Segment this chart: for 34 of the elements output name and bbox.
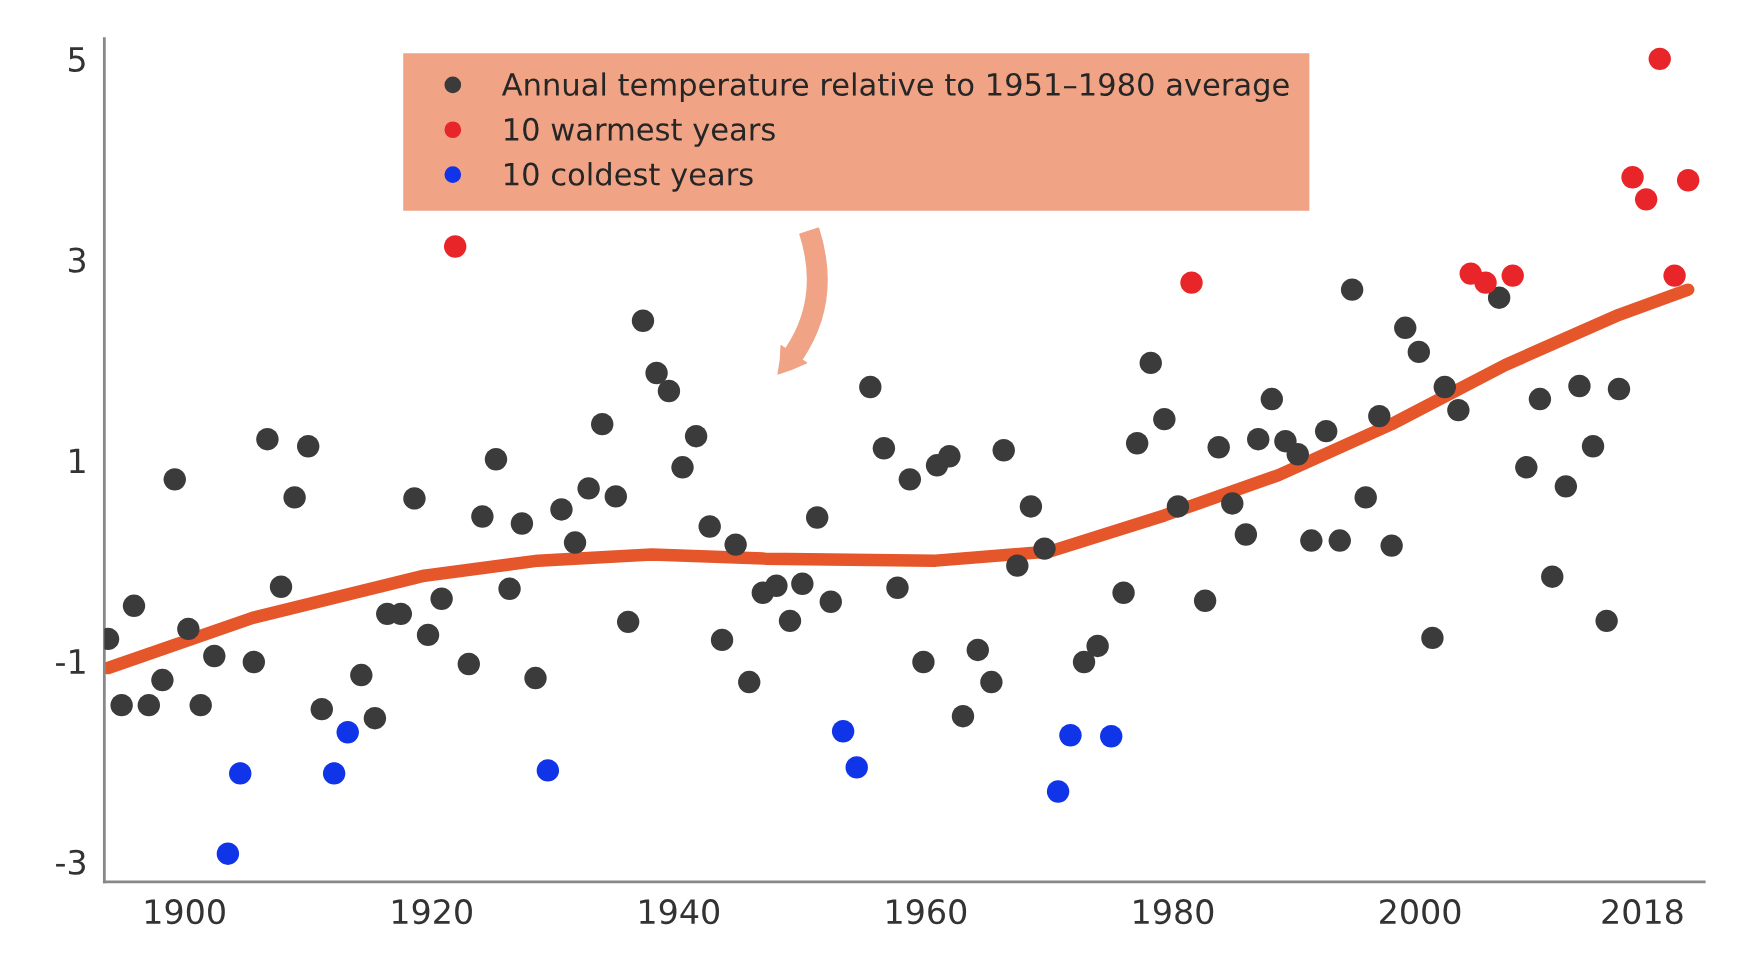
legend-label: 10 warmest years xyxy=(505,117,775,147)
x-tick-label: 1920 xyxy=(392,899,472,925)
x-tick-label: 1960 xyxy=(887,899,967,925)
x-tick-label: 1900 xyxy=(145,899,225,925)
y-tick-label: 1 xyxy=(70,448,85,473)
point xyxy=(444,235,467,258)
point xyxy=(1180,271,1203,294)
point xyxy=(1648,47,1671,71)
point xyxy=(1634,188,1658,211)
point xyxy=(1059,724,1082,747)
legend-label: Annual temperature relative to 1951–1980 average xyxy=(501,72,1289,102)
x-tick-label: 1980 xyxy=(1134,899,1214,925)
legend-label: 10 coldest years xyxy=(505,162,753,192)
x-tick-label: 2018 xyxy=(1602,899,1683,925)
point xyxy=(216,842,240,865)
point xyxy=(845,756,868,779)
point xyxy=(831,720,855,743)
point xyxy=(536,759,560,782)
x-tick-label: 1940 xyxy=(640,899,720,925)
point xyxy=(1621,166,1644,189)
y-tick-label: -1 xyxy=(56,649,85,674)
y-tick-label: 5 xyxy=(69,47,85,72)
point xyxy=(1663,264,1686,287)
y-tick-label: 3 xyxy=(69,247,85,273)
point xyxy=(322,762,346,785)
point xyxy=(1474,271,1497,294)
point xyxy=(1046,780,1070,803)
y-tick-label: -3 xyxy=(56,849,85,875)
point xyxy=(336,721,359,744)
x-tick-label: 2000 xyxy=(1380,899,1461,925)
point xyxy=(1676,169,1700,192)
point xyxy=(229,762,252,785)
point xyxy=(1100,725,1123,748)
point xyxy=(1501,264,1524,287)
